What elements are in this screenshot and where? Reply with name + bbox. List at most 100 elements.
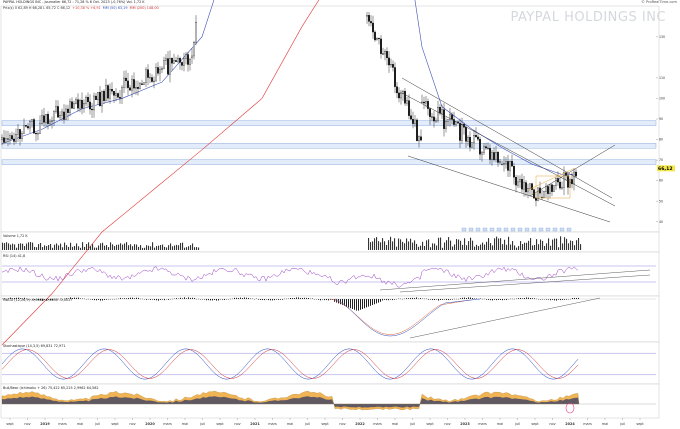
macd-bar: [8, 298, 9, 299]
volume-bar: [108, 247, 110, 250]
candle-body: [406, 100, 408, 104]
macd-bar: [146, 299, 147, 300]
candle-body: [509, 161, 511, 171]
macd-bar: [92, 299, 93, 300]
macd-bar: [124, 298, 125, 299]
candle-body: [137, 87, 139, 89]
candle-body: [59, 115, 61, 118]
candle-body: [125, 77, 127, 82]
macd-bar: [184, 297, 185, 299]
candle-body: [445, 121, 447, 129]
candle-body: [368, 15, 370, 22]
rsi-indicator: [1, 265, 656, 293]
candle-body: [77, 99, 79, 109]
volume-bar: [550, 245, 552, 250]
macd-bar: [386, 299, 387, 301]
candle-body: [119, 97, 121, 99]
candle-body: [129, 87, 131, 91]
candle-body: [11, 135, 13, 140]
candle-body: [485, 146, 487, 149]
candle-body: [390, 64, 392, 66]
macd-bar: [438, 299, 439, 301]
stochastic-label: Stochastique (14,3,5) 69,831 72,971: [3, 344, 66, 348]
candle-body: [21, 133, 23, 139]
candle-body: [433, 116, 435, 122]
macd-bar: [130, 297, 131, 299]
volume-bar: [524, 242, 526, 250]
macd-bar: [354, 299, 355, 310]
volume-bar: [518, 246, 520, 250]
volume-bar: [162, 244, 164, 250]
time-tick-label: nov: [444, 422, 450, 426]
volume-bar: [420, 245, 422, 250]
volume-bar: [166, 247, 168, 250]
time-tick-label: nov: [339, 422, 345, 426]
volume-bar: [68, 246, 70, 250]
volume-bar: [184, 247, 186, 250]
volume-bar: [126, 242, 128, 250]
macd-bar: [446, 299, 447, 300]
macd-bar: [364, 299, 365, 309]
volume-bar: [120, 243, 122, 250]
volume-bar: [60, 243, 62, 250]
candle-body: [177, 58, 179, 62]
candle-body: [117, 93, 119, 98]
candle-body: [543, 191, 545, 198]
resistance-zones: [1, 120, 657, 165]
candle-body: [191, 55, 193, 58]
volume-bar: [138, 246, 140, 250]
trendline: [399, 91, 616, 207]
volume-bar: [172, 246, 174, 250]
macd-bar: [330, 299, 331, 300]
macd-bar: [432, 299, 433, 301]
volume-bar: [18, 243, 20, 250]
macd-bar: [406, 298, 407, 299]
candle-body: [382, 53, 384, 55]
candle-body: [1, 137, 3, 140]
candle-body: [147, 69, 149, 78]
candle-body: [189, 59, 191, 65]
volume-bar: [562, 243, 564, 250]
candle-body: [451, 114, 453, 120]
macd-bar: [410, 297, 411, 299]
volume-bar: [428, 239, 430, 250]
volume-bar: [10, 244, 12, 250]
legend-ma200: MM (200) 148,00: [129, 6, 159, 10]
volume-bar: [394, 238, 396, 250]
macd-bar: [480, 298, 481, 299]
candle-body: [404, 91, 406, 104]
volume-bar: [476, 244, 478, 250]
candle-body: [51, 120, 53, 123]
macd-bar: [194, 297, 195, 299]
volume-bar: [368, 237, 370, 250]
macd-bar: [334, 299, 335, 302]
macd-bar: [82, 298, 83, 299]
macd-bar: [372, 299, 373, 305]
candle-body: [416, 119, 418, 142]
candle-body: [89, 101, 91, 110]
candle-body: [87, 96, 89, 103]
macd-bar: [374, 299, 375, 305]
volume-bar: [512, 241, 514, 250]
macd-bar: [50, 299, 51, 301]
candle-body: [519, 179, 521, 183]
candle-body: [93, 95, 95, 111]
candle-body: [561, 187, 563, 189]
macd-bar: [338, 299, 339, 304]
candle-body: [447, 119, 449, 122]
volume-bar: [16, 247, 18, 250]
candle-body: [421, 101, 423, 103]
volume-bar: [412, 242, 414, 250]
candle-body: [507, 161, 509, 171]
volume-bar: [504, 239, 506, 250]
macd-bar: [324, 299, 325, 301]
volume-bar: [12, 243, 14, 250]
volume-bar: [380, 242, 382, 250]
macd-bar: [278, 299, 279, 300]
volume-bar: [156, 246, 158, 250]
volume-bar: [542, 240, 544, 250]
volume-bar: [142, 247, 144, 250]
macd-bar: [38, 299, 39, 301]
brand-label: © ProRealTime.com: [641, 0, 677, 4]
volume-bar: [502, 244, 504, 250]
